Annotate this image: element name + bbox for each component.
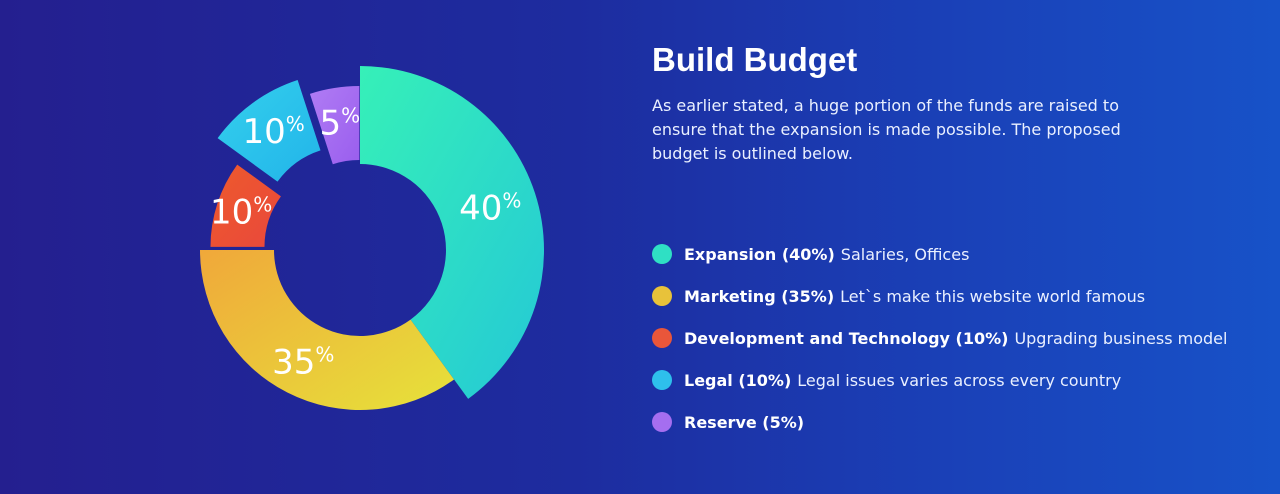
legend-item-name: Expansion (40%) [684, 244, 835, 264]
legend-item-name: Development and Technology (10%) [684, 328, 1009, 348]
donut-slice-expansion [360, 66, 545, 399]
legend-dot-icon [652, 412, 672, 432]
slice-data-label: 10% [210, 192, 272, 232]
legend-item-desc: Salaries, Offices [840, 244, 970, 264]
donut-slice-marketing [200, 250, 455, 410]
budget-donut-chart: 40% 35% 10% 10% 5% [150, 40, 570, 460]
legend-item-development: Development and Technology (10%) Upgradi… [652, 317, 1272, 359]
donut-slice-reserve [309, 86, 360, 165]
legend-item-name: Legal (10%) [684, 370, 792, 390]
donut-slice-legal [217, 80, 321, 182]
legend-item-desc: Upgrading business model [1014, 328, 1228, 348]
slice-data-label: 10% [242, 112, 304, 152]
slice-data-label: 40% [459, 189, 521, 229]
legend-dot-icon [652, 328, 672, 348]
slice-data-label: 35% [272, 342, 334, 382]
donut-labels: 40% 35% 10% 10% 5% [210, 104, 521, 383]
legend-item-desc: Let`s make this website world famous [840, 286, 1146, 306]
legend-item-marketing: Marketing (35%) Let`s make this website … [652, 275, 1272, 317]
legend-item-name: Reserve (5%) [684, 412, 805, 432]
legend-item-name: Marketing (35%) [684, 286, 835, 306]
budget-description: As earlier stated, a huge portion of the… [652, 96, 1121, 163]
legend-item-expansion: Expansion (40%) Salaries, Offices [652, 233, 1272, 275]
donut-slices [200, 66, 545, 410]
page-title: Build Budget [652, 41, 858, 78]
donut-slice-development-and-technology [210, 164, 281, 247]
legend-item-legal: Legal (10%) Legal issues varies across e… [652, 359, 1272, 401]
legend-dot-icon [652, 286, 672, 306]
legend-dot-icon [652, 370, 672, 390]
slice-data-label: 5% [319, 104, 360, 144]
donut-svg: 40% 35% 10% 10% 5% [200, 66, 545, 410]
budget-legend: Expansion (40%) Salaries, Offices Market… [652, 233, 1272, 443]
legend-item-reserve: Reserve (5%) [652, 401, 1272, 443]
budget-info: Build Budget As earlier stated, a huge p… [652, 40, 1262, 432]
legend-dot-icon [652, 244, 672, 264]
legend-item-desc: Legal issues varies across every country [797, 370, 1122, 390]
